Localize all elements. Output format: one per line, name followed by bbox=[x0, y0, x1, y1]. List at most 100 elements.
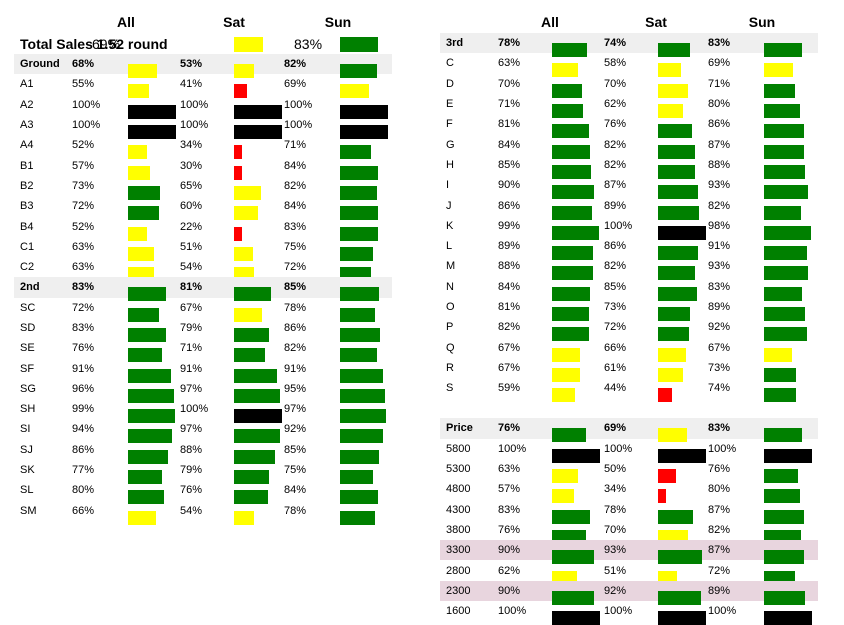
table-row: I 90% 87% 93% bbox=[440, 175, 818, 200]
all-bar bbox=[552, 246, 593, 261]
row-label: S bbox=[446, 382, 454, 395]
row-label: 5300 bbox=[446, 463, 471, 476]
sat-percent: 100% bbox=[604, 442, 633, 455]
all-percent: 59% bbox=[498, 382, 521, 395]
sun-percent: 89% bbox=[708, 584, 731, 597]
row-label: B2 bbox=[20, 179, 34, 192]
table-row: 3rd 78% 74% 83% bbox=[440, 33, 818, 58]
all-bar bbox=[128, 165, 150, 180]
sun-bar bbox=[764, 164, 805, 179]
sat-bar bbox=[658, 205, 699, 220]
all-percent: 68% bbox=[72, 58, 95, 71]
sun-bar bbox=[340, 226, 378, 241]
all-bar bbox=[552, 611, 600, 625]
sat-percent: 66% bbox=[604, 341, 627, 354]
sun-bar bbox=[340, 388, 385, 403]
sat-percent: 93% bbox=[604, 544, 627, 557]
all-percent: 83% bbox=[72, 281, 95, 294]
all-percent: 57% bbox=[72, 159, 95, 172]
left-panel: All Sat Sun Total Sales 1.52 round 69% 83%… bbox=[14, 0, 392, 525]
table-row: C 63% 58% 69% bbox=[440, 53, 818, 78]
all-bar bbox=[552, 428, 586, 443]
sun-percent: 80% bbox=[708, 483, 731, 496]
all-bar bbox=[128, 449, 168, 464]
all-bar bbox=[552, 43, 587, 58]
sat-bar bbox=[658, 327, 689, 342]
sun-percent: 84% bbox=[284, 484, 307, 497]
sun-bar bbox=[340, 429, 383, 444]
sat-bar bbox=[658, 185, 698, 200]
sun-percent: 71% bbox=[284, 139, 307, 152]
row-label: SJ bbox=[20, 443, 33, 456]
all-bar bbox=[552, 286, 590, 301]
table-row: SK 77% 79% 75% bbox=[14, 460, 392, 485]
sun-bar bbox=[764, 428, 802, 443]
sun-percent: 72% bbox=[708, 564, 731, 577]
table-row: SH 99% 100% 97% bbox=[14, 399, 392, 424]
table-row: C1 63% 51% 75% bbox=[14, 237, 392, 261]
sat-bar bbox=[658, 63, 681, 78]
table-row: C2 63% 54% 72% bbox=[14, 257, 392, 282]
row-label: 3300 bbox=[446, 544, 471, 557]
row-label: F bbox=[446, 118, 453, 131]
sun-percent: 72% bbox=[284, 261, 307, 274]
table-row: 4300 83% 78% 87% bbox=[440, 500, 818, 524]
table-row: B4 52% 22% 83% bbox=[14, 216, 392, 241]
sun-percent: 92% bbox=[708, 321, 731, 334]
table-row: 5300 63% 50% 76% bbox=[440, 459, 818, 484]
table-row: SC 72% 67% 78% bbox=[14, 298, 392, 322]
all-bar bbox=[552, 164, 591, 179]
all-percent: 94% bbox=[72, 423, 95, 436]
table-row: D 70% 70% 71% bbox=[440, 74, 818, 98]
table-row: H 85% 82% 88% bbox=[440, 155, 818, 179]
sun-bar bbox=[764, 367, 796, 382]
all-percent: 86% bbox=[72, 443, 95, 456]
all-bar bbox=[128, 64, 157, 79]
sat-percent: 86% bbox=[604, 240, 627, 253]
left-rows: Total Sales 1.52 round 69% 83% Ground 68% 53%… bbox=[14, 33, 392, 525]
sun-percent: 69% bbox=[284, 78, 307, 91]
all-percent: 57% bbox=[498, 483, 521, 496]
sun-bar bbox=[764, 266, 808, 281]
row-label: 2nd bbox=[20, 281, 40, 294]
sun-percent: 85% bbox=[284, 281, 307, 294]
sun-percent: 82% bbox=[284, 179, 307, 192]
all-bar bbox=[128, 510, 156, 525]
sat-bar bbox=[658, 307, 690, 321]
sat-percent: 82% bbox=[604, 138, 627, 151]
sat-bar bbox=[658, 286, 697, 301]
sun-bar bbox=[764, 509, 804, 524]
all-percent: 73% bbox=[72, 179, 95, 192]
sun-percent: 97% bbox=[284, 403, 307, 416]
row-label: J bbox=[446, 199, 452, 212]
table-row: K 99% 100% 98% bbox=[440, 216, 818, 240]
sun-bar bbox=[764, 286, 802, 301]
all-percent: 63% bbox=[72, 240, 95, 253]
sat-bar bbox=[234, 470, 269, 485]
sat-percent: 50% bbox=[604, 463, 627, 476]
header-sat: Sat bbox=[223, 14, 245, 30]
row-label: C bbox=[446, 57, 454, 70]
sat-percent: 97% bbox=[180, 423, 203, 436]
row-label: 3rd bbox=[446, 37, 464, 50]
sat-bar bbox=[234, 328, 269, 342]
all-percent: 100% bbox=[72, 98, 101, 111]
table-row: F 81% 76% 86% bbox=[440, 114, 818, 139]
sun-percent: 86% bbox=[708, 118, 731, 131]
sun-bar bbox=[340, 409, 386, 424]
all-bar bbox=[552, 104, 583, 119]
sat-percent: 76% bbox=[604, 118, 627, 131]
row-label: SH bbox=[20, 403, 36, 416]
all-percent: 86% bbox=[498, 199, 521, 212]
sat-bar bbox=[658, 164, 695, 179]
sat-percent: 53% bbox=[180, 58, 203, 71]
row-label: R bbox=[446, 361, 454, 374]
sun-bar bbox=[340, 307, 375, 322]
all-percent: 63% bbox=[72, 261, 95, 274]
sat-percent: 91% bbox=[180, 362, 203, 375]
all-percent: 78% bbox=[498, 37, 521, 50]
sun-percent: 84% bbox=[284, 200, 307, 213]
row-label: G bbox=[446, 138, 455, 151]
all-percent: 99% bbox=[498, 219, 521, 232]
table-row: Q 67% 66% 67% bbox=[440, 337, 818, 362]
